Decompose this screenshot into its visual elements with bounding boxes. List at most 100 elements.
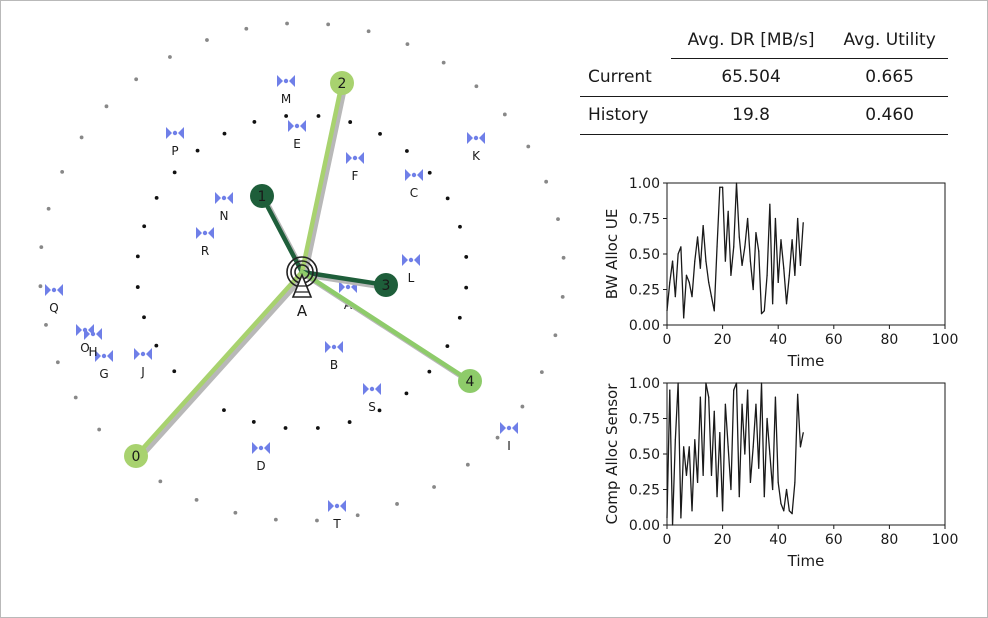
inner-ring-dot (464, 255, 469, 259)
user-link (299, 269, 473, 384)
inner-ring-dot (458, 224, 462, 229)
data-point (691, 296, 693, 298)
access-point-core (331, 344, 337, 350)
data-point (694, 439, 696, 441)
access-point-wing-left (215, 192, 221, 204)
data-point (760, 382, 763, 384)
access-point-icon (405, 169, 423, 181)
inner-ring-dot (464, 285, 469, 290)
user-node-label: 2 (338, 76, 347, 92)
link-shadow (136, 272, 308, 462)
y-tick-label: 1.00 (629, 376, 660, 392)
data-point (763, 310, 765, 312)
access-point-wing-right (264, 442, 270, 454)
outer-ring-dot (97, 427, 102, 432)
outer-ring-dot (405, 42, 410, 47)
data-point (791, 239, 793, 241)
user-node (374, 273, 398, 297)
data-point (710, 296, 713, 298)
data-point (783, 510, 785, 512)
inner-ring-dot (316, 114, 321, 118)
current-utility-value: 0.665 (831, 58, 948, 97)
access-point-wing-right (208, 227, 214, 239)
tower-struts (295, 285, 309, 293)
access-point-label: J (140, 365, 145, 379)
access-point-label: N (220, 209, 229, 223)
x-tick-label: 60 (825, 532, 843, 548)
access-point-wing-right (358, 152, 364, 164)
access-point-label: I (507, 439, 511, 453)
access-point-icon (95, 350, 113, 362)
x-tick-label: 40 (769, 532, 787, 548)
outer-ring-dot (520, 404, 525, 409)
outer-ring-dot (285, 21, 289, 26)
access-point-wing-right (178, 127, 184, 139)
access-point-wing-right (96, 328, 102, 340)
data-point (719, 186, 721, 188)
data-point (730, 488, 732, 491)
network-diagram: ABCDEFGHIJKLMNOPQRSTA01234 (38, 21, 566, 531)
outer-ring-dot (560, 294, 565, 299)
inner-ring-dot (154, 343, 159, 348)
data-point (747, 217, 749, 220)
data-point (680, 517, 682, 519)
data-point (716, 496, 718, 498)
data-point (671, 524, 674, 526)
inner-ring-dot (427, 170, 432, 175)
access-point-wing-right (300, 120, 306, 132)
access-point-wing-left (339, 281, 345, 293)
user-node-label: 0 (132, 449, 141, 465)
data-point (769, 203, 771, 205)
x-tick-label: 0 (663, 332, 672, 348)
access-point-core (82, 327, 88, 333)
data-point (722, 510, 724, 512)
user-node (124, 444, 148, 468)
data-point (777, 481, 779, 483)
inner-ring-dot (142, 315, 146, 320)
outer-ring-dot (44, 322, 48, 327)
outer-ring-dot (46, 206, 51, 211)
data-point (685, 274, 688, 276)
access-point-wing-left (95, 350, 101, 362)
table-header-empty (580, 30, 671, 59)
history-dr-value: 19.8 (670, 96, 832, 135)
access-point-wing-right (146, 348, 152, 360)
data-point (733, 389, 735, 391)
user-node (458, 369, 482, 393)
x-tick-label: 20 (714, 332, 732, 348)
access-point-wing-left (277, 75, 283, 87)
outer-ring-dot (194, 497, 199, 502)
access-point-wing-right (107, 350, 113, 362)
data-point (766, 417, 768, 420)
data-point (791, 513, 793, 515)
data-point (760, 313, 763, 315)
access-point-label: Q (49, 301, 58, 315)
access-point-icon (346, 152, 364, 164)
access-point-core (345, 284, 351, 290)
outer-ring-dot (38, 284, 43, 289)
inner-ring-dot (135, 254, 140, 259)
access-point-wing-right (289, 75, 295, 87)
outer-ring-dot (553, 333, 558, 338)
data-point (797, 393, 799, 395)
inner-ring-dot (457, 315, 462, 320)
outer-ring-dot (158, 479, 163, 484)
access-point-icon (402, 254, 420, 266)
access-point-icon (277, 75, 295, 87)
y-tick-label: 0.00 (629, 518, 660, 534)
access-point-core (101, 353, 107, 359)
outer-ring-dot (395, 502, 399, 506)
access-point-core (334, 503, 340, 509)
data-point (669, 389, 671, 391)
outer-ring-dot (502, 112, 507, 117)
data-point (719, 432, 721, 434)
x-tick-label: 80 (880, 332, 898, 348)
outer-ring-dot (526, 144, 531, 149)
data-point (735, 182, 738, 184)
data-point (749, 481, 751, 483)
series-line (666, 182, 804, 319)
data-point (799, 446, 802, 448)
access-point-wing-left (325, 341, 331, 353)
data-point (735, 382, 738, 384)
data-point (674, 296, 676, 298)
